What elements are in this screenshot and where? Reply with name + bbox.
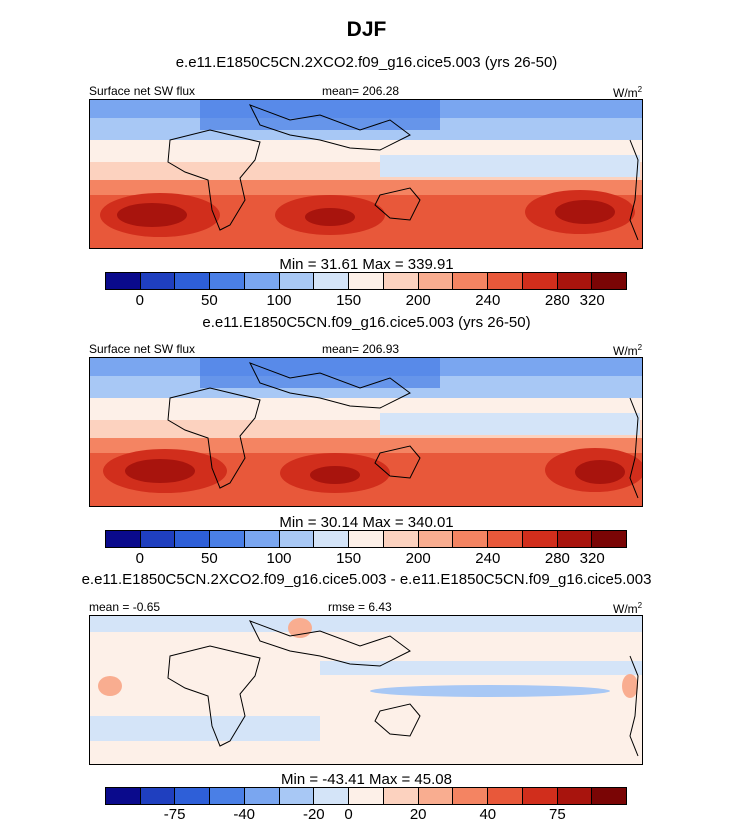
colorbar-swatch — [349, 788, 384, 804]
colorbar-swatch — [210, 531, 245, 547]
panel1-variable-label: Surface net SW flux — [89, 84, 196, 98]
colorbar-swatch — [140, 531, 176, 547]
colorbar-tick-label: 280 — [544, 292, 570, 309]
panel2-mean-label: mean= 206.93 — [322, 342, 400, 356]
colorbar-tick-label: -40 — [233, 806, 256, 823]
colorbar-swatch — [522, 788, 558, 804]
colorbar-swatch — [349, 273, 384, 289]
colorbar-swatch — [175, 531, 211, 547]
panel1-units-label: W/m2 — [613, 85, 643, 100]
panel1-map — [89, 99, 643, 249]
panel2-colorbar-ticks: 0 50 100 150 200 240 280 320 — [105, 550, 627, 568]
colorbar-swatch — [210, 273, 245, 289]
colorbar-swatch — [488, 531, 523, 547]
colorbar-swatch — [175, 788, 211, 804]
colorbar-tick-label: 0 — [344, 806, 353, 823]
panel3-minmax: Min = -43.41 Max = 45.08 — [281, 771, 452, 788]
colorbar-swatch — [557, 788, 593, 804]
colorbar-swatch — [314, 273, 350, 289]
colorbar-swatch — [522, 273, 558, 289]
panel2-case-title: e.e11.E1850C5CN.f09_g16.cice5.003 (yrs 2… — [202, 314, 531, 331]
colorbar-swatch — [418, 273, 454, 289]
colorbar-tick-label: 75 — [549, 806, 566, 823]
colorbar-swatch — [279, 273, 315, 289]
colorbar-swatch — [140, 273, 176, 289]
colorbar-tick-label: 0 — [135, 550, 144, 567]
colorbar-swatch — [453, 531, 489, 547]
colorbar-swatch — [383, 531, 419, 547]
colorbar-swatch — [592, 788, 627, 804]
colorbar-tick-label: 320 — [579, 550, 605, 567]
panel3-units-label: W/m2 — [613, 601, 643, 616]
colorbar-swatch — [488, 273, 523, 289]
colorbar-tick-label: 150 — [336, 550, 362, 567]
colorbar-swatch — [557, 531, 593, 547]
colorbar-tick-label: 50 — [201, 292, 218, 309]
panel3-colorbar — [105, 787, 627, 805]
colorbar-tick-label: 240 — [475, 550, 501, 567]
panel1-colorbar — [105, 272, 627, 290]
colorbar-swatch — [140, 788, 176, 804]
colorbar-tick-label: -75 — [163, 806, 186, 823]
colorbar-tick-label: 320 — [579, 292, 605, 309]
colorbar-swatch — [210, 788, 245, 804]
colorbar-tick-label: 150 — [336, 292, 362, 309]
colorbar-tick-label: -20 — [302, 806, 325, 823]
panel3-colorbar-ticks: -75 -40 -20 0 20 40 75 — [105, 806, 627, 824]
panel2-map — [89, 357, 643, 507]
colorbar-tick-label: 0 — [135, 292, 144, 309]
colorbar-swatch — [244, 273, 280, 289]
colorbar-swatch — [592, 531, 627, 547]
colorbar-tick-label: 240 — [475, 292, 501, 309]
colorbar-tick-label: 200 — [405, 550, 431, 567]
colorbar-swatch — [383, 273, 419, 289]
panel1-mean-label: mean= 206.28 — [322, 84, 400, 98]
colorbar-swatch — [383, 788, 419, 804]
panel1-colorbar-ticks: 0 50 100 150 200 240 280 320 — [105, 292, 627, 310]
colorbar-swatch — [349, 531, 384, 547]
panel1-minmax: Min = 31.61 Max = 339.91 — [279, 256, 454, 273]
panel1-case-title: e.e11.E1850C5CN.2XCO2.f09_g16.cice5.003 … — [175, 54, 558, 71]
panel2-units-label: W/m2 — [613, 343, 643, 358]
panel2-minmax: Min = 30.14 Max = 340.01 — [279, 514, 454, 531]
panel2-variable-label: Surface net SW flux — [89, 342, 196, 356]
colorbar-tick-label: 40 — [479, 806, 497, 823]
colorbar-swatch — [244, 788, 280, 804]
panel3-map — [89, 615, 643, 765]
panel3-case-title: e.e11.E1850C5CN.2XCO2.f09_g16.cice5.003 … — [81, 571, 652, 588]
colorbar-tick-label: 50 — [201, 550, 218, 567]
colorbar-swatch — [453, 788, 489, 804]
colorbar-swatch — [106, 788, 141, 804]
colorbar-swatch — [314, 531, 350, 547]
colorbar-swatch — [418, 531, 454, 547]
colorbar-swatch — [557, 273, 593, 289]
colorbar-swatch — [453, 273, 489, 289]
panel3-rmse-label: rmse = 6.43 — [328, 600, 392, 614]
colorbar-swatch — [418, 788, 454, 804]
colorbar-tick-label: 100 — [266, 550, 292, 567]
colorbar-tick-label: 100 — [266, 292, 292, 309]
figure-title: DJF — [346, 18, 387, 41]
colorbar-swatch — [244, 531, 280, 547]
colorbar-swatch — [279, 531, 315, 547]
colorbar-tick-label: 20 — [409, 806, 427, 823]
colorbar-swatch — [106, 531, 141, 547]
colorbar-swatch — [488, 788, 523, 804]
colorbar-tick-label: 280 — [544, 550, 570, 567]
panel3-mean-label: mean = -0.65 — [89, 600, 161, 614]
colorbar-swatch — [314, 788, 350, 804]
colorbar-swatch — [279, 788, 315, 804]
colorbar-swatch — [175, 273, 211, 289]
panel2-colorbar — [105, 530, 627, 548]
colorbar-swatch — [106, 273, 141, 289]
colorbar-tick-label: 200 — [405, 292, 431, 309]
colorbar-swatch — [592, 273, 627, 289]
colorbar-swatch — [522, 531, 558, 547]
